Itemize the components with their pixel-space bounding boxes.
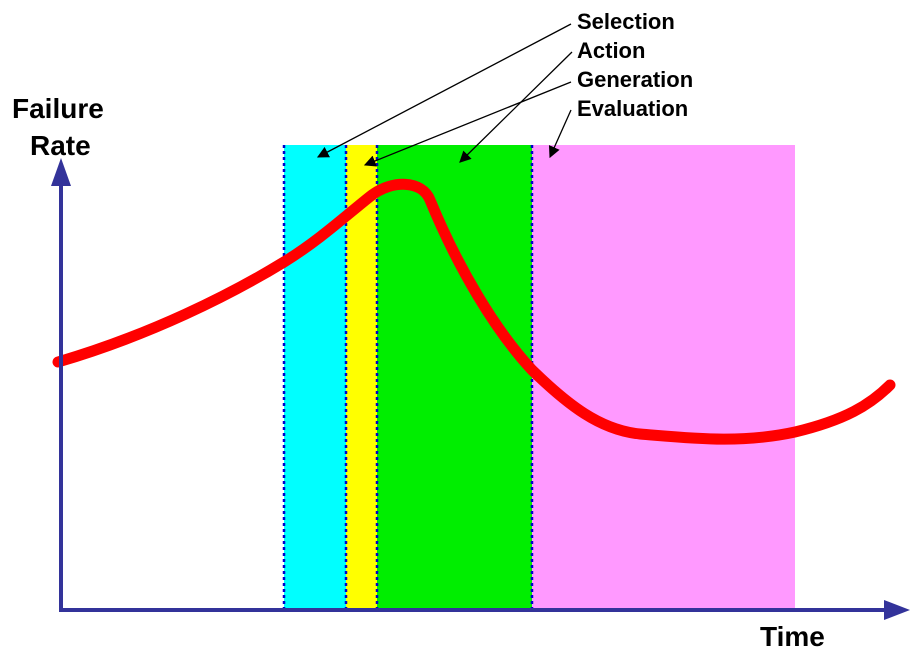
selection-phase-band	[284, 145, 346, 610]
evaluation-pointer-arrow	[548, 109, 572, 159]
axes	[51, 158, 910, 620]
failure-rate-curve	[52, 178, 896, 445]
y-axis-title-line1: Failure	[12, 93, 104, 124]
action-phase-band	[346, 145, 377, 610]
x-axis-title: Time	[760, 621, 825, 651]
y-axis-title-line2: Rate	[30, 130, 91, 161]
generation-label: Generation	[577, 67, 693, 92]
x-axis-arrow-icon	[884, 600, 910, 620]
action-label: Action	[577, 38, 645, 63]
y-axis-arrow-icon	[51, 158, 71, 186]
selection-label: Selection	[577, 9, 675, 34]
evaluation-phase-band	[532, 145, 795, 610]
callout-arrows	[316, 23, 573, 167]
generation-pointer-arrow	[363, 81, 572, 167]
evaluation-label: Evaluation	[577, 96, 688, 121]
generation-phase-band	[377, 145, 532, 610]
selection-pointer-arrow	[316, 23, 572, 158]
action-pointer-arrow	[459, 51, 573, 163]
